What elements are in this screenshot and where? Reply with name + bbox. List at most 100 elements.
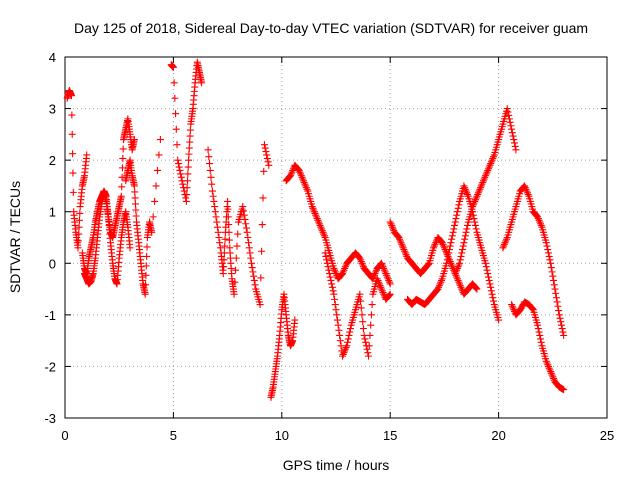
data-point [69,150,77,158]
data-point [464,191,472,199]
data-point [508,125,516,133]
data-point [264,158,272,166]
x-tick-label: 10 [275,428,289,443]
data-point [455,201,463,209]
data-point [325,266,333,274]
data-point [172,125,180,133]
data-point [535,328,543,336]
data-point [325,270,333,278]
data-point [477,184,485,192]
data-point [484,165,492,173]
data-point [356,290,364,298]
data-point [380,290,388,298]
data-point [76,209,84,217]
data-point [183,184,191,192]
data-point [224,197,232,205]
data-point [174,160,182,168]
data-point [131,188,139,196]
data-point [299,175,307,183]
data-point [206,160,214,168]
data-point [396,235,404,243]
data-point [435,283,443,291]
data-point [542,239,550,247]
data-point [490,297,498,305]
data-point [471,283,479,291]
data-point [447,239,455,247]
data-point [544,246,552,254]
data-point [487,160,495,168]
data-point [376,282,384,290]
data-point [359,261,367,269]
data-point [453,273,461,281]
data-point [183,191,191,199]
data-point [302,182,310,190]
data-point [239,203,247,211]
data-point [400,246,408,254]
data-point [142,271,150,279]
data-point [545,364,553,372]
data-point [173,141,181,149]
data-point [341,347,349,355]
data-point [300,178,308,186]
data-point [378,259,386,267]
data-point [309,204,317,212]
data-point [359,318,367,326]
data-point [130,182,138,190]
data-point [345,331,353,339]
data-point [185,144,193,152]
data-point [544,249,552,257]
data-point [256,301,264,309]
data-point [453,275,461,283]
data-point [470,215,478,223]
data-point [461,184,469,192]
data-point [75,216,83,224]
data-point [318,227,326,235]
data-point [367,321,375,329]
data-point [425,260,433,268]
data-point [260,167,268,175]
data-point [461,235,469,243]
data-point [549,373,557,381]
data-point [446,242,454,250]
data-point [537,335,545,343]
data-point [240,211,248,219]
data-point [248,264,256,272]
data-point [249,268,257,276]
data-point [548,268,556,276]
data-point [68,111,76,119]
data-point [69,188,77,196]
data-point [453,211,461,219]
data-point [547,259,555,267]
data-point [375,278,383,286]
data-point [402,251,410,259]
data-point [560,331,568,339]
data-point [528,304,536,312]
data-point [332,306,340,314]
data-point [365,342,373,350]
data-point [214,228,222,236]
data-point [316,221,324,229]
data-point [149,213,157,221]
data-point [119,145,127,153]
data-point [454,204,462,212]
data-point [434,285,442,293]
data-point [74,237,82,245]
data-point [177,173,185,181]
data-point [215,234,223,241]
data-point [456,256,464,264]
data-point [472,225,480,233]
data-point [463,225,471,233]
data-point [340,349,348,357]
data-point [131,200,139,208]
data-point [455,278,463,286]
data-point [448,235,456,243]
data-point [323,259,331,267]
data-point [220,263,228,271]
data-point [553,298,561,306]
data-point [186,126,194,134]
data-point [536,331,544,339]
data-point [464,221,472,229]
data-point [315,218,323,226]
data-point [224,213,232,221]
data-point [461,232,469,240]
